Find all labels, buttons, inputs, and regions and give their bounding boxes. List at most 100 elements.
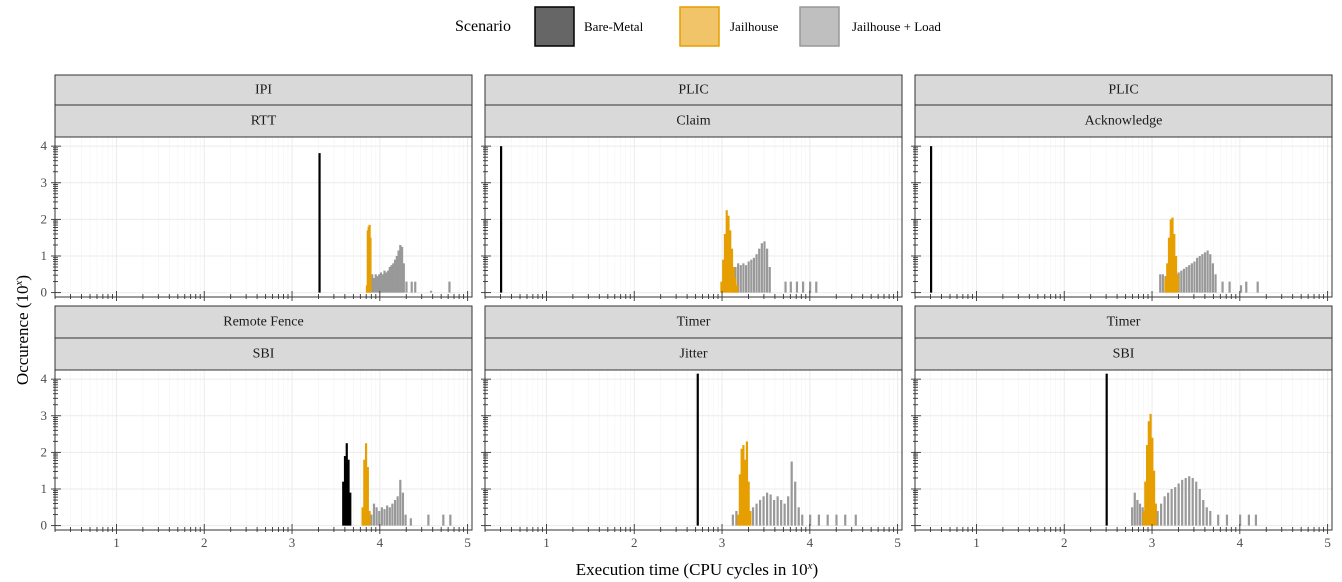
facet-panel: IPIRTT1234501234 <box>41 74 473 317</box>
histogram-bar <box>720 281 723 293</box>
y-tick-label: 2 <box>41 444 48 459</box>
histogram-bar <box>395 255 398 293</box>
histogram-bar <box>383 270 386 293</box>
histogram-bar <box>1144 481 1147 526</box>
histogram-bar <box>390 265 393 293</box>
series-jailhouse <box>365 224 372 293</box>
histogram-bar <box>744 265 748 293</box>
histogram-bar <box>780 499 783 526</box>
histogram-bar <box>1169 219 1172 293</box>
histogram-bar <box>1205 507 1208 526</box>
panels-group: IPI RTT 1 2 3 4 5 0 1 2 3 4 PLIC Claim 1 2 3 4 5 PLIC Acknow… <box>41 74 1333 550</box>
histogram-bar <box>739 265 742 293</box>
legend: Scenario Bare-Metal Jailhouse Jailhouse … <box>455 6 941 47</box>
histogram-bar <box>404 514 407 526</box>
histogram-bar <box>1188 265 1191 293</box>
histogram-bar <box>758 248 761 293</box>
histogram-bar <box>448 281 451 293</box>
histogram-bar <box>1166 263 1169 293</box>
histogram-bar <box>1256 281 1259 293</box>
histogram-bar <box>1167 237 1171 293</box>
histogram-bar <box>736 285 739 293</box>
histogram-bar <box>1145 445 1149 526</box>
histogram-bar <box>345 443 348 526</box>
strip-top <box>54 305 473 339</box>
series-bare-metal <box>930 146 933 293</box>
series-bare-metal <box>342 443 352 526</box>
histogram-bar <box>1217 514 1220 526</box>
histogram-bar <box>1247 514 1250 526</box>
histogram-bar <box>427 514 430 526</box>
histogram-bar <box>790 461 793 526</box>
histogram-bar <box>1181 479 1184 526</box>
x-tick-label: 4 <box>377 535 384 550</box>
histogram-bar <box>742 445 745 526</box>
x-tick-label: 5 <box>1324 535 1331 550</box>
strip-top-label: Remote Fence <box>223 315 303 330</box>
histogram-bar <box>750 259 753 293</box>
histogram-bar <box>784 281 787 293</box>
panel-border <box>54 136 473 298</box>
y-tick-label: 3 <box>41 175 48 190</box>
histogram-bar <box>766 248 769 293</box>
histogram-bar <box>1131 507 1134 526</box>
histogram-bar <box>763 241 766 293</box>
series-jailhouse <box>1142 413 1157 526</box>
histogram-bar <box>1159 274 1162 293</box>
histogram-bar <box>737 263 740 293</box>
x-tick-label: 2 <box>631 535 638 550</box>
facet-panel: PLICClaim12345 <box>481 74 903 317</box>
histogram-bar <box>1174 487 1177 526</box>
histogram-bar <box>1254 514 1258 526</box>
histogram-bar <box>795 281 799 293</box>
histogram-bar <box>787 496 790 526</box>
y-tick-label: 0 <box>41 518 48 533</box>
histogram-bar <box>361 507 364 526</box>
y-tick-label: 2 <box>41 211 48 226</box>
histogram-bar <box>375 507 378 526</box>
strip-top <box>914 74 1333 106</box>
histogram-bar <box>854 514 857 526</box>
strip-top-label: Timer <box>677 315 711 330</box>
legend-key-jailhouse-load <box>799 6 840 47</box>
facet-panel: Timer SBI 1 2 3 4 5 <box>911 305 1333 550</box>
histogram-bar <box>1105 373 1108 526</box>
histogram-bar <box>734 277 737 293</box>
series-jailhouse-load <box>368 245 451 293</box>
x-tick-label: 3 <box>719 535 726 550</box>
histogram-bar <box>783 503 786 526</box>
histogram-bar <box>1239 514 1242 526</box>
histogram-bar <box>1177 483 1180 526</box>
histogram-bar <box>393 259 397 293</box>
histogram-bar <box>1171 217 1174 293</box>
histogram-bar <box>368 510 371 526</box>
histogram-bar <box>429 290 433 293</box>
strip-bottom <box>54 337 473 371</box>
y-tick-label: 4 <box>41 371 48 386</box>
histogram-bar <box>1167 492 1170 526</box>
histogram-bar <box>1201 254 1204 293</box>
panel-background <box>914 136 1333 298</box>
histogram-bar <box>1156 510 1159 526</box>
histogram-bar <box>349 492 352 526</box>
x-tick-label: 3 <box>1149 535 1156 550</box>
histogram-bar <box>1176 274 1179 293</box>
histogram-bar <box>391 503 394 526</box>
histogram-bar <box>747 261 750 293</box>
legend-label-jailhouse: Jailhouse <box>730 19 779 34</box>
x-axis-title: Execution time (CPU cycles in 10x) <box>576 560 818 579</box>
y-tick-label: 4 <box>41 138 48 153</box>
histogram-bar <box>769 494 772 526</box>
histogram-bar <box>363 459 366 526</box>
histogram-bar <box>500 146 503 293</box>
histogram-bar <box>1170 488 1173 526</box>
histogram-bar <box>378 510 381 526</box>
histogram-bar <box>1147 421 1150 526</box>
strip-bottom-label: Claim <box>676 114 710 129</box>
facet-panel: Timer Jitter 1 2 3 4 5 <box>481 305 903 550</box>
series-jailhouse <box>720 210 739 293</box>
histogram-bar <box>737 514 740 526</box>
histogram-bar <box>1214 274 1217 293</box>
histogram-bar <box>731 514 734 526</box>
strip-top-label: PLIC <box>1108 83 1138 98</box>
